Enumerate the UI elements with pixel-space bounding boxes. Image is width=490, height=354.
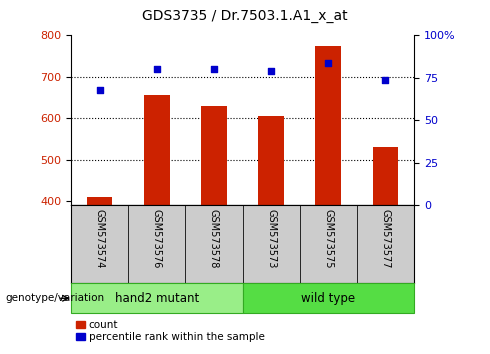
Text: GDS3735 / Dr.7503.1.A1_x_at: GDS3735 / Dr.7503.1.A1_x_at [142, 9, 348, 23]
Point [153, 67, 161, 72]
Point [210, 67, 218, 72]
Point [324, 60, 332, 65]
Text: GSM573577: GSM573577 [380, 209, 391, 269]
Text: genotype/variation: genotype/variation [5, 293, 104, 303]
Bar [316, 46, 341, 205]
Bar [87, 197, 113, 205]
Bar [258, 116, 284, 205]
Point [96, 87, 103, 93]
Text: hand2 mutant: hand2 mutant [115, 292, 199, 305]
Bar [243, 205, 300, 283]
Bar [144, 96, 170, 205]
Point [267, 68, 275, 74]
Bar [128, 205, 185, 283]
Text: GSM573573: GSM573573 [266, 209, 276, 269]
Text: GSM573576: GSM573576 [152, 209, 162, 269]
Bar [71, 205, 128, 283]
Bar [300, 205, 357, 283]
Legend: count, percentile rank within the sample: count, percentile rank within the sample [76, 320, 265, 342]
Bar [201, 106, 227, 205]
Text: GSM573578: GSM573578 [209, 209, 219, 269]
Bar [185, 205, 243, 283]
Point [382, 77, 390, 82]
Text: GSM573574: GSM573574 [95, 209, 105, 269]
Bar [372, 147, 398, 205]
Bar [71, 283, 243, 313]
Text: GSM573575: GSM573575 [323, 209, 333, 269]
Bar [357, 205, 414, 283]
Bar [243, 283, 414, 313]
Text: wild type: wild type [301, 292, 355, 305]
